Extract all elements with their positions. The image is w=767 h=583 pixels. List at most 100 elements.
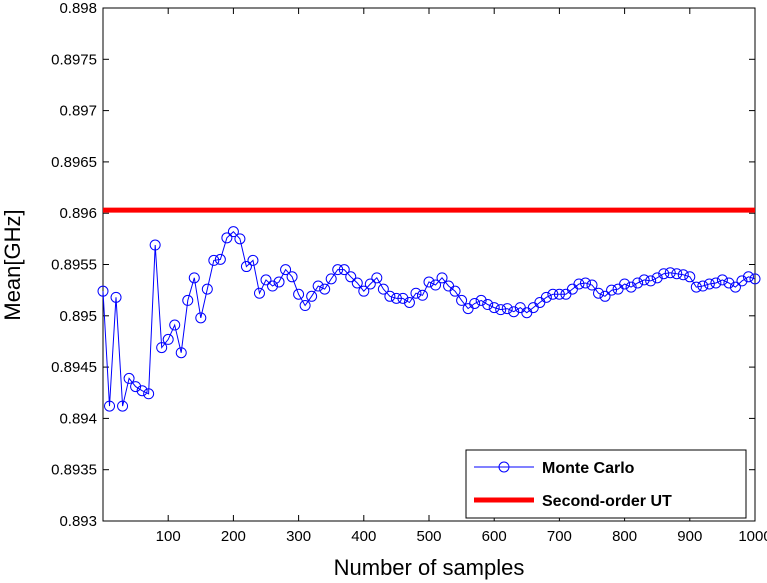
monte-carlo-point	[384, 290, 396, 302]
monte-carlo-point	[488, 302, 500, 314]
x-tick-label: 1000	[738, 528, 767, 545]
monte-carlo-point	[169, 319, 181, 331]
y-tick-label: 0.896	[59, 205, 97, 222]
x-tick-label: 700	[547, 528, 572, 545]
monte-carlo-point	[684, 271, 696, 283]
monte-carlo-point	[475, 294, 487, 306]
monte-carlo-point	[201, 283, 213, 295]
monte-carlo-point	[619, 278, 631, 290]
monte-carlo-point	[221, 232, 233, 244]
series-line-monte-carlo	[102, 230, 756, 407]
x-tick-label: 500	[416, 528, 441, 545]
monte-carlo-point	[156, 342, 168, 354]
monte-carlo-point	[736, 275, 748, 287]
y-tick-label: 0.893	[59, 513, 97, 530]
monte-carlo-point	[358, 285, 370, 297]
monte-carlo-point	[651, 272, 663, 284]
monte-carlo-point	[130, 381, 142, 393]
monte-carlo-point	[332, 264, 344, 276]
monte-carlo-point	[547, 288, 559, 300]
x-tick-label: 600	[482, 528, 507, 545]
monte-carlo-point	[416, 289, 428, 301]
monte-carlo-point	[136, 385, 148, 397]
monte-carlo-point	[175, 347, 187, 359]
monte-carlo-point	[638, 274, 650, 286]
monte-carlo-point	[117, 400, 129, 412]
monte-carlo-point	[104, 400, 116, 412]
monte-carlo-point	[553, 288, 565, 300]
monte-carlo-point	[253, 287, 265, 299]
monte-carlo-point	[690, 281, 702, 293]
y-axis-title: Mean[GHz]	[0, 209, 25, 320]
series-layer	[97, 207, 761, 412]
monte-carlo-point	[267, 280, 279, 292]
monte-carlo-point	[364, 278, 376, 290]
monte-carlo-point	[345, 271, 357, 283]
monte-carlo-point	[449, 285, 461, 297]
monte-carlo-point	[247, 254, 259, 266]
x-axis-ticks: 100 200 300 400 500 600 700 800 900 1000	[156, 8, 767, 545]
monte-carlo-point	[430, 279, 442, 291]
monte-carlo-point	[632, 277, 644, 289]
monte-carlo-point	[482, 299, 494, 311]
monte-carlo-point	[306, 290, 318, 302]
monte-carlo-point	[338, 264, 350, 276]
monte-carlo-point	[149, 239, 161, 251]
monte-carlo-point	[325, 273, 337, 285]
monte-carlo-point	[227, 226, 239, 238]
x-tick-label: 800	[612, 528, 637, 545]
x-axis-title: Number of samples	[334, 555, 525, 580]
monte-carlo-point	[723, 277, 735, 289]
y-tick-label: 0.897	[59, 103, 97, 120]
monte-carlo-point	[625, 281, 637, 293]
monte-carlo-point	[234, 233, 246, 245]
monte-carlo-point	[377, 283, 389, 295]
monte-carlo-point	[469, 297, 481, 309]
monte-carlo-point	[599, 290, 611, 302]
monte-carlo-point	[123, 372, 135, 384]
monte-carlo-point	[240, 261, 252, 273]
y-tick-label: 0.8935	[51, 462, 97, 479]
monte-carlo-point	[579, 277, 591, 289]
y-axis-ticks: 0.893 0.8935 0.894 0.8945 0.895 0.8955 0.896 0.…	[51, 0, 755, 530]
monte-carlo-point	[195, 312, 207, 324]
monte-carlo-point	[586, 279, 598, 291]
monte-carlo-point	[208, 254, 220, 266]
legend-monte-carlo-label: Monte Carlo	[542, 460, 635, 477]
x-tick-label: 400	[351, 528, 376, 545]
monte-carlo-point	[390, 292, 402, 304]
y-tick-label: 0.895	[59, 308, 97, 325]
monte-carlo-point	[260, 274, 272, 286]
monte-carlo-point	[703, 278, 715, 290]
x-tick-label: 200	[221, 528, 246, 545]
monte-carlo-point	[593, 287, 605, 299]
monte-carlo-point	[501, 303, 513, 315]
monte-carlo-point	[286, 271, 298, 283]
x-tick-label: 300	[286, 528, 311, 545]
monte-carlo-point	[606, 284, 618, 296]
monte-carlo-point	[436, 272, 448, 284]
monte-carlo-point	[540, 291, 552, 303]
monte-carlo-point	[371, 272, 383, 284]
monte-carlo-point	[182, 294, 194, 306]
plot-area	[102, 7, 756, 522]
monte-carlo-point	[664, 267, 676, 279]
legend: Monte Carlo Second-order UT	[465, 449, 747, 519]
monte-carlo-point	[456, 294, 468, 306]
monte-carlo-point	[423, 276, 435, 288]
y-tick-label: 0.898	[59, 0, 97, 17]
monte-carlo-point	[658, 268, 670, 280]
monte-carlo-point	[716, 274, 728, 286]
monte-carlo-point	[97, 285, 109, 297]
monte-carlo-point	[410, 287, 422, 299]
monte-carlo-point	[749, 273, 761, 285]
monte-carlo-point	[273, 276, 285, 288]
y-tick-label: 0.8955	[51, 257, 97, 274]
monte-carlo-point	[162, 333, 174, 345]
monte-carlo-point	[299, 300, 311, 312]
monte-carlo-point	[710, 277, 722, 289]
monte-carlo-point	[397, 292, 409, 304]
monte-carlo-point	[508, 306, 520, 318]
monte-carlo-point	[495, 304, 507, 316]
